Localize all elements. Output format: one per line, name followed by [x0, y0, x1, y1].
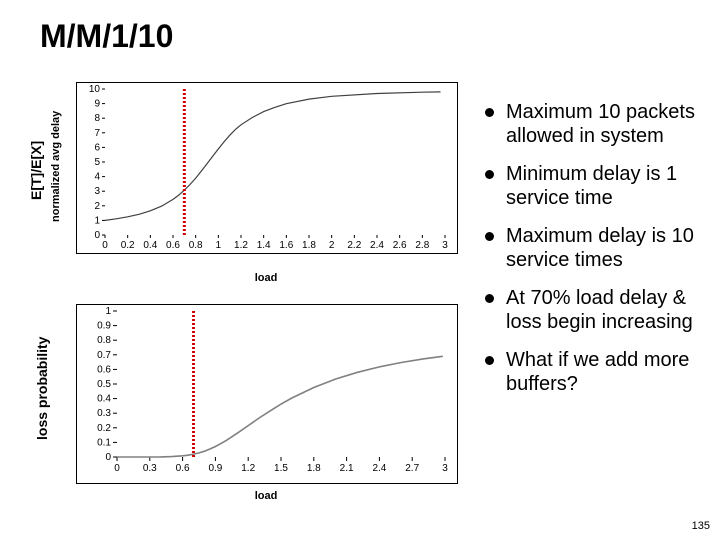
svg-text:10: 10 [89, 84, 101, 95]
chart1-xlabel: load [76, 272, 456, 284]
svg-text:0: 0 [105, 452, 111, 463]
svg-text:2.7: 2.7 [405, 463, 419, 474]
svg-text:0.8: 0.8 [189, 240, 203, 251]
svg-text:1.2: 1.2 [234, 240, 248, 251]
svg-text:0.5: 0.5 [97, 379, 111, 390]
chart2-svg: 0 0.1 0.2 0.3 0.4 0.5 0.6 0.7 0.8 0.9 1 0 0.3 0.6 0.9 1… [77, 305, 457, 483]
bullet-ul: Maximum 10 packets allowed in system Mini… [485, 100, 710, 396]
bullet-item: Minimum delay is 1 service time [485, 162, 710, 210]
svg-text:2.8: 2.8 [415, 240, 429, 251]
chart2-ylabel-outer: loss probability [34, 337, 50, 440]
bullet-dot-icon [485, 108, 494, 117]
svg-text:3: 3 [442, 240, 448, 251]
svg-text:1.6: 1.6 [279, 240, 293, 251]
svg-text:2.4: 2.4 [370, 240, 384, 251]
bullet-text: Maximum 10 packets allowed in system [506, 100, 710, 148]
bullet-text: At 70% load delay & loss begin increasin… [506, 286, 710, 334]
svg-text:2.2: 2.2 [347, 240, 361, 251]
bullet-item: Maximum delay is 10 service times [485, 224, 710, 272]
svg-text:2.4: 2.4 [372, 463, 386, 474]
svg-text:0.6: 0.6 [166, 240, 180, 251]
svg-text:3: 3 [94, 186, 100, 197]
svg-text:0: 0 [102, 240, 108, 251]
svg-text:2: 2 [329, 240, 335, 251]
bullet-dot-icon [485, 356, 494, 365]
svg-text:0.8: 0.8 [97, 335, 111, 346]
loss-chart: 0 0.1 0.2 0.3 0.4 0.5 0.6 0.7 0.8 0.9 1 0 0.3 0.6 0.9 1… [76, 304, 458, 484]
svg-text:0.7: 0.7 [97, 350, 111, 361]
svg-text:8: 8 [94, 113, 100, 124]
chart1-ylabel-outer: E[T]/E[X] [28, 141, 44, 200]
svg-text:1.4: 1.4 [257, 240, 271, 251]
svg-text:0.3: 0.3 [97, 408, 111, 419]
svg-text:0.4: 0.4 [97, 394, 111, 405]
svg-text:0: 0 [114, 463, 120, 474]
svg-text:1.5: 1.5 [274, 463, 288, 474]
slide-number: 135 [692, 520, 710, 532]
slide-title: M/M/1/10 [40, 18, 173, 55]
chart1-svg: 0 1 2 3 4 5 6 7 8 9 10 0 0.2 0.4 0.6 0.8 1 1.2 1.4 1.6 1.8 2 2… [77, 83, 457, 253]
svg-text:9: 9 [94, 99, 100, 110]
bullet-item: What if we add more buffers? [485, 348, 710, 396]
svg-text:4: 4 [94, 172, 100, 183]
chart2-xlabel: load [76, 490, 456, 502]
svg-text:5: 5 [94, 157, 100, 168]
svg-text:1.8: 1.8 [302, 240, 316, 251]
bullet-dot-icon [485, 294, 494, 303]
chart1-ylabel-inner: normalized avg delay [50, 111, 62, 222]
svg-text:1.2: 1.2 [241, 463, 255, 474]
svg-text:3: 3 [442, 463, 448, 474]
delay-chart: 0 1 2 3 4 5 6 7 8 9 10 0 0.2 0.4 0.6 0.8 1 1.2 1.4 1.6 1.8 2 2… [76, 82, 458, 254]
bullet-item: At 70% load delay & loss begin increasin… [485, 286, 710, 334]
svg-text:0.9: 0.9 [208, 463, 222, 474]
bullet-list: Maximum 10 packets allowed in system Mini… [485, 100, 710, 410]
slide-root: M/M/1/10 E[T]/E[X] normalized avg delay … [0, 0, 720, 540]
svg-text:0.2: 0.2 [121, 240, 135, 251]
svg-text:7: 7 [94, 128, 100, 139]
bullet-dot-icon [485, 232, 494, 241]
svg-text:0.9: 0.9 [97, 321, 111, 332]
svg-text:0.6: 0.6 [176, 463, 190, 474]
svg-text:0.3: 0.3 [143, 463, 157, 474]
bullet-dot-icon [485, 170, 494, 179]
bullet-text: Maximum delay is 10 service times [506, 224, 710, 272]
svg-text:2.6: 2.6 [393, 240, 407, 251]
svg-text:0.6: 0.6 [97, 364, 111, 375]
svg-text:1: 1 [216, 240, 222, 251]
svg-text:1: 1 [94, 215, 100, 226]
svg-text:1.8: 1.8 [307, 463, 321, 474]
bullet-item: Maximum 10 packets allowed in system [485, 100, 710, 148]
svg-text:6: 6 [94, 142, 100, 153]
svg-text:2.1: 2.1 [340, 463, 354, 474]
bullet-text: What if we add more buffers? [506, 348, 710, 396]
svg-text:0.2: 0.2 [97, 423, 111, 434]
svg-text:0.1: 0.1 [97, 437, 111, 448]
svg-text:0.4: 0.4 [143, 240, 157, 251]
svg-text:2: 2 [94, 201, 100, 212]
bullet-text: Minimum delay is 1 service time [506, 162, 710, 210]
svg-text:0: 0 [94, 230, 100, 241]
svg-text:1: 1 [105, 306, 111, 317]
